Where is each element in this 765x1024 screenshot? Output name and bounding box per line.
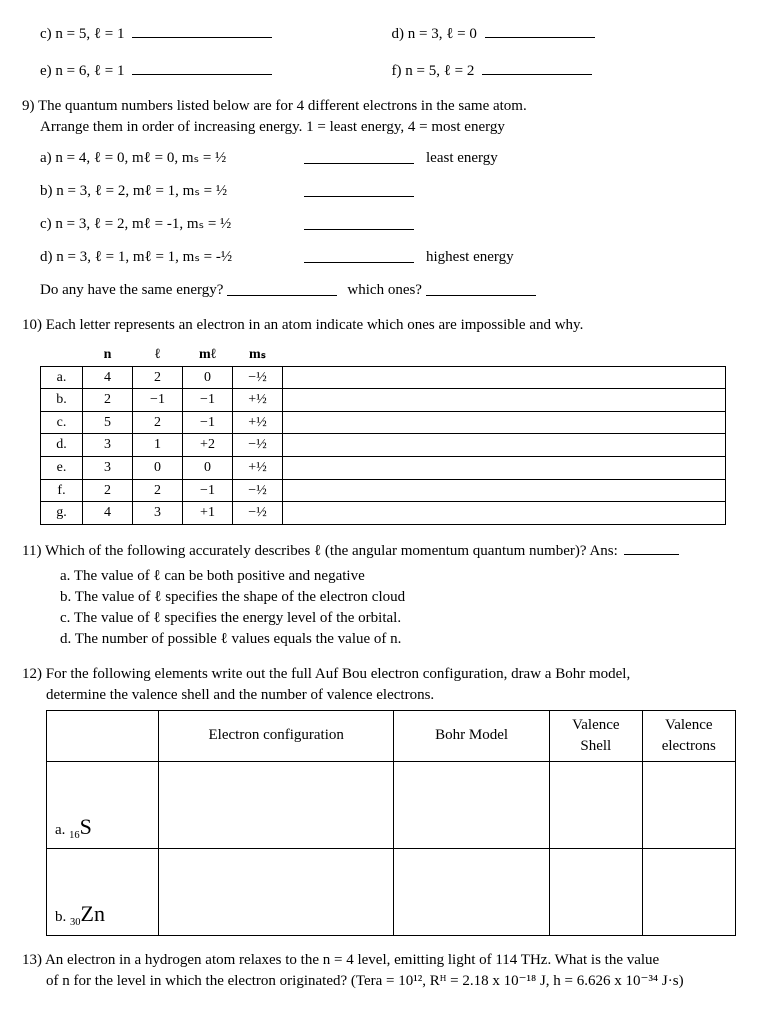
q8-e: e) n = 6, ℓ = 1: [40, 63, 125, 79]
q10-note[interactable]: [283, 366, 726, 389]
q12-cell[interactable]: [550, 848, 642, 935]
q10: 10) Each letter represents an electron i…: [22, 315, 743, 336]
q9-follow2: which ones?: [347, 280, 422, 301]
q12-cell[interactable]: [394, 848, 550, 935]
q9-d: d) n = 3, ℓ = 1, mℓ = 1, mₛ = -½: [40, 247, 300, 268]
q12-row1-element: a. 16S: [47, 761, 159, 848]
q12-cell[interactable]: [550, 761, 642, 848]
q12-h-config: Electron configuration: [159, 710, 394, 761]
q11-prompt: Which of the following accurately descri…: [45, 543, 618, 559]
q11-a: a. The value of ℓ can be both positive a…: [60, 566, 743, 587]
q10-h-ml: mℓ: [183, 344, 233, 366]
table-row: e.300+½: [41, 456, 726, 479]
q8-d-blank[interactable]: [485, 22, 595, 38]
q11-num: 11): [22, 543, 41, 559]
q12-cell[interactable]: [642, 848, 735, 935]
table-row: f.22−1−½: [41, 479, 726, 502]
q12-cell[interactable]: [159, 761, 394, 848]
q9-num: 9): [22, 98, 35, 114]
q12-cell[interactable]: [642, 761, 735, 848]
table-row: a.420−½: [41, 366, 726, 389]
q10-h-l: ℓ: [133, 344, 183, 366]
table-row: g.43+1−½: [41, 502, 726, 525]
q9-b: b) n = 3, ℓ = 2, mℓ = 1, mₛ = ½: [40, 181, 300, 202]
q13-l2: of n for the level in which the electron…: [46, 973, 684, 989]
q8-c-blank[interactable]: [132, 22, 272, 38]
q10-note[interactable]: [283, 411, 726, 434]
q12: 12) For the following elements write out…: [22, 664, 743, 706]
table-row: d.31+2−½: [41, 434, 726, 457]
q12-table: Electron configuration Bohr Model Valenc…: [46, 710, 736, 936]
q9-a-row: a) n = 4, ℓ = 0, mℓ = 0, mₛ = ½ least en…: [40, 148, 743, 169]
q12-num: 12): [22, 666, 42, 682]
q10-note[interactable]: [283, 502, 726, 525]
q12-h-el: Valence electrons: [642, 710, 735, 761]
q13: 13) An electron in a hydrogen atom relax…: [22, 950, 743, 992]
q9-a-label: least energy: [426, 148, 498, 169]
q9-a: a) n = 4, ℓ = 0, mℓ = 0, mₛ = ½: [40, 148, 300, 169]
q11: 11) Which of the following accurately de…: [22, 539, 743, 562]
q8-c: c) n = 5, ℓ = 1: [40, 26, 125, 42]
q10-h-ms: mₛ: [233, 344, 283, 366]
q9-follow1-blank[interactable]: [227, 280, 337, 296]
q12-cell[interactable]: [394, 761, 550, 848]
q10-prompt: Each letter represents an electron in an…: [46, 317, 584, 333]
q9-c: c) n = 3, ℓ = 2, mℓ = -1, mₛ = ½: [40, 214, 300, 235]
q11-ans-blank[interactable]: [624, 539, 679, 555]
q8-f: f) n = 5, ℓ = 2: [392, 63, 475, 79]
q10-table: n ℓ mℓ mₛ a.420−½ b.2−1−1+½ c.52−1+½ d.3…: [40, 344, 726, 525]
q9-b-blank[interactable]: [304, 181, 414, 197]
q12-h-shell: Valence Shell: [550, 710, 642, 761]
q9-follow2-blank[interactable]: [426, 280, 536, 296]
table-row: a. 16S: [47, 761, 736, 848]
q13-l1: An electron in a hydrogen atom relaxes t…: [45, 952, 659, 968]
q9-follow1: Do any have the same energy?: [40, 280, 223, 301]
q13-num: 13): [22, 952, 42, 968]
q9-l1: The quantum numbers listed below are for…: [38, 98, 527, 114]
q9-b-row: b) n = 3, ℓ = 2, mℓ = 1, mₛ = ½: [40, 181, 743, 202]
q9-a-blank[interactable]: [304, 148, 414, 164]
q8-f-blank[interactable]: [482, 59, 592, 75]
q10-note[interactable]: [283, 479, 726, 502]
q11-d: d. The number of possible ℓ values equal…: [60, 629, 743, 650]
q9: 9) The quantum numbers listed below are …: [22, 96, 743, 138]
q12-l2: determine the valence shell and the numb…: [46, 687, 434, 703]
table-row: b.2−1−1+½: [41, 389, 726, 412]
q9-follow: Do any have the same energy? which ones?: [40, 280, 743, 301]
q11-c: c. The value of ℓ specifies the energy l…: [60, 608, 743, 629]
q10-h-n: n: [83, 344, 133, 366]
q10-note[interactable]: [283, 456, 726, 479]
q12-h-bohr: Bohr Model: [394, 710, 550, 761]
table-row: b. 30Zn: [47, 848, 736, 935]
q9-c-row: c) n = 3, ℓ = 2, mℓ = -1, mₛ = ½: [40, 214, 743, 235]
q9-c-blank[interactable]: [304, 214, 414, 230]
q10-note[interactable]: [283, 434, 726, 457]
q9-d-label: highest energy: [426, 247, 514, 268]
q10-note[interactable]: [283, 389, 726, 412]
q12-l1: For the following elements write out the…: [46, 666, 630, 682]
q8-e-blank[interactable]: [132, 59, 272, 75]
q12-cell[interactable]: [159, 848, 394, 935]
q9-d-blank[interactable]: [304, 247, 414, 263]
q8-row1: c) n = 5, ℓ = 1 d) n = 3, ℓ = 0: [40, 22, 743, 45]
q11-b: b. The value of ℓ specifies the shape of…: [60, 587, 743, 608]
q9-d-row: d) n = 3, ℓ = 1, mℓ = 1, mₛ = -½ highest…: [40, 247, 743, 268]
q8-row2: e) n = 6, ℓ = 1 f) n = 5, ℓ = 2: [40, 59, 743, 82]
q10-num: 10): [22, 317, 42, 333]
q8-d: d) n = 3, ℓ = 0: [392, 26, 477, 42]
table-row: c.52−1+½: [41, 411, 726, 434]
q12-row2-element: b. 30Zn: [47, 848, 159, 935]
q9-l2: Arrange them in order of increasing ener…: [40, 119, 505, 135]
